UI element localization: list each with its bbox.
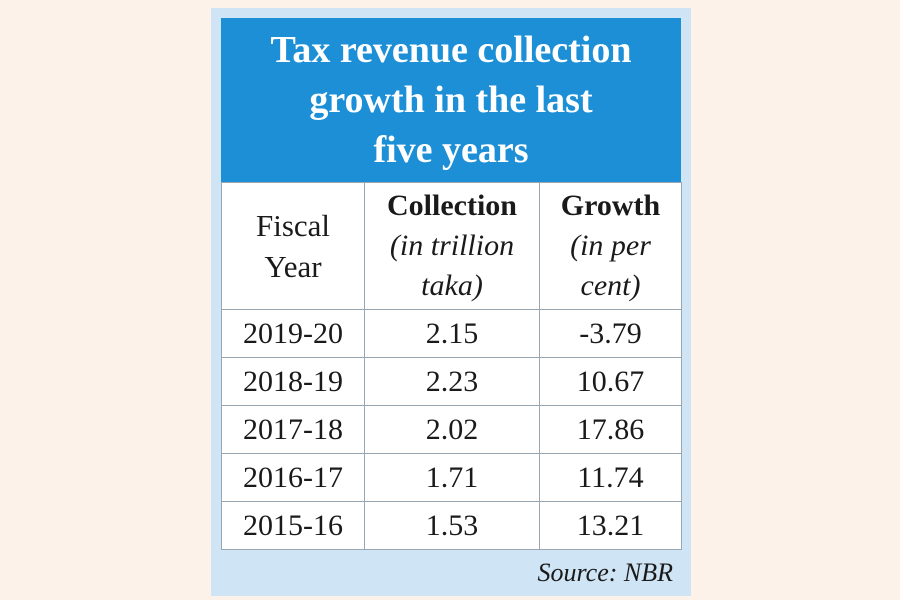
header-growth-unit-line1: (in per xyxy=(570,229,651,262)
header-fiscal-year-line2: Year xyxy=(264,249,322,284)
tax-revenue-table: Fiscal Year Collection (in trillion taka… xyxy=(221,182,682,550)
header-collection-label: Collection xyxy=(387,189,517,222)
source-note: Source: NBR xyxy=(537,558,674,587)
cell-year: 2019-20 xyxy=(221,309,365,358)
infographic-card: Tax revenue collection growth in the las… xyxy=(211,8,691,596)
cell-growth: 13.21 xyxy=(539,501,682,550)
cell-year: 2015-16 xyxy=(221,501,365,550)
table-row: 2018-19 2.23 10.67 xyxy=(221,357,682,406)
table-row: 2016-17 1.71 11.74 xyxy=(221,453,682,502)
cell-growth: 17.86 xyxy=(539,405,682,454)
table-header-row: Fiscal Year Collection (in trillion taka… xyxy=(221,182,682,310)
title-banner: Tax revenue collection growth in the las… xyxy=(221,18,681,182)
cell-growth: 10.67 xyxy=(539,357,682,406)
cell-growth: -3.79 xyxy=(539,309,682,358)
header-growth-label: Growth xyxy=(560,189,661,222)
cell-collection: 1.71 xyxy=(364,453,540,502)
table-row: 2015-16 1.53 13.21 xyxy=(221,501,682,550)
table-row: 2017-18 2.02 17.86 xyxy=(221,405,682,454)
title-line-1: Tax revenue collection xyxy=(270,29,632,71)
header-collection-unit-line1: (in trillion xyxy=(389,229,515,262)
header-fiscal-year: Fiscal Year xyxy=(221,182,365,310)
cell-collection: 1.53 xyxy=(364,501,540,550)
header-growth-unit-line2: cent) xyxy=(580,269,641,302)
header-collection: Collection (in trillion taka) xyxy=(364,182,540,310)
cell-collection: 2.15 xyxy=(364,309,540,358)
header-growth: Growth (in per cent) xyxy=(539,182,682,310)
cell-year: 2016-17 xyxy=(221,453,365,502)
cell-growth: 11.74 xyxy=(539,453,682,502)
title-line-3: five years xyxy=(373,129,529,171)
cell-year: 2017-18 xyxy=(221,405,365,454)
table-row: 2019-20 2.15 -3.79 xyxy=(221,309,682,358)
cell-collection: 2.02 xyxy=(364,405,540,454)
header-collection-unit-line2: taka) xyxy=(421,269,483,302)
title-line-2: growth in the last xyxy=(309,79,593,121)
cell-collection: 2.23 xyxy=(364,357,540,406)
cell-year: 2018-19 xyxy=(221,357,365,406)
header-fiscal-year-line1: Fiscal xyxy=(255,208,331,243)
